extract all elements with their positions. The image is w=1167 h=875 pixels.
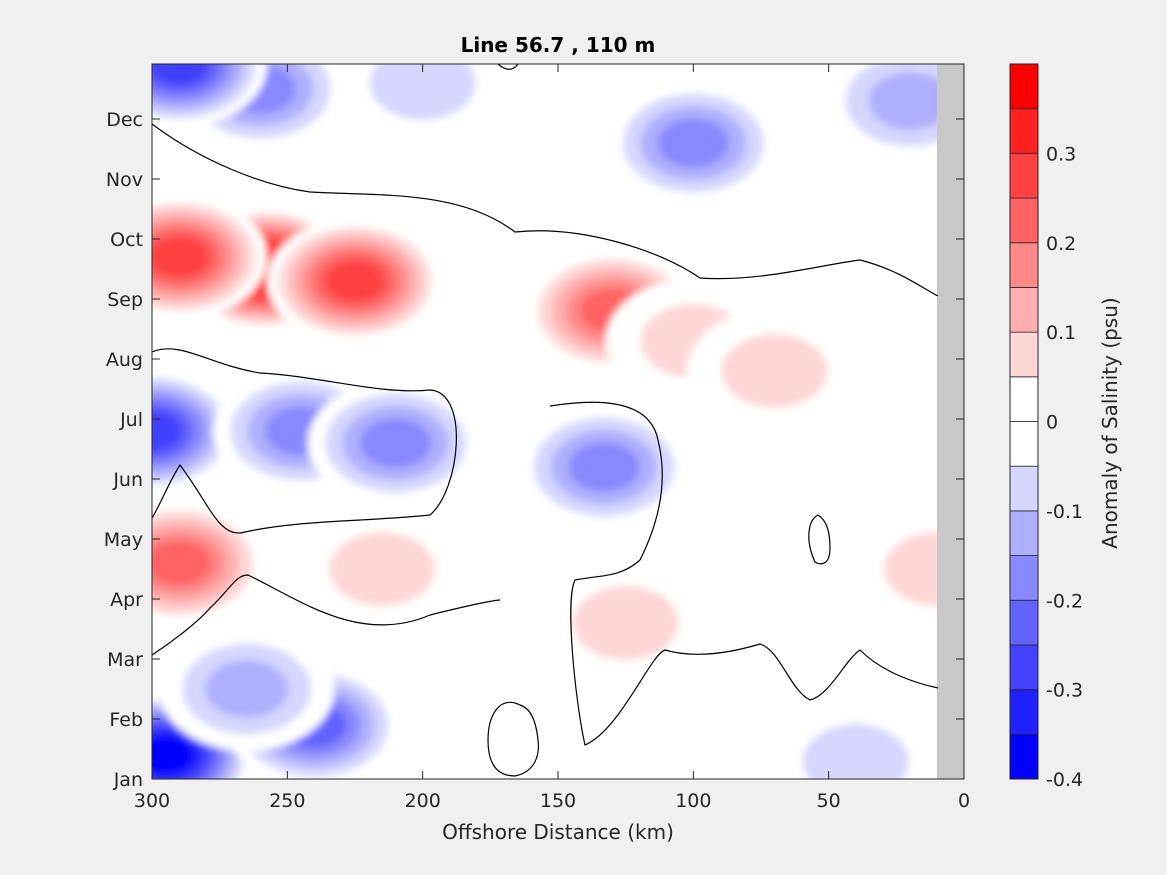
contour-band — [657, 118, 729, 168]
colorbar-band — [1009, 599, 1039, 646]
anomaly-feature — [686, 309, 863, 433]
contour-band — [152, 541, 212, 585]
plot-area — [152, 64, 964, 779]
colorbar-band — [1009, 510, 1039, 556]
colorbar-band — [1009, 689, 1039, 735]
x-axis: 300 250 200 150 100 50 0 — [134, 64, 970, 812]
contour-band — [568, 442, 640, 492]
zero-contour-middle — [549, 401, 939, 746]
masked-data-region — [936, 64, 964, 779]
y-tick-label: Mar — [107, 649, 143, 671]
y-tick-label: Jan — [113, 769, 143, 791]
x-tick-label: 0 — [958, 790, 970, 812]
colorbar-band — [1009, 197, 1039, 244]
x-tick-label: 100 — [675, 790, 711, 812]
colorbar-band — [1009, 555, 1039, 601]
anomaly-feature — [152, 195, 268, 319]
colorbar-band — [1009, 376, 1039, 422]
anomaly-feature — [152, 369, 240, 493]
x-axis-label: Offshore Distance (km) — [442, 820, 674, 844]
contour-band — [721, 334, 828, 408]
anomaly-feature — [821, 64, 964, 163]
colorbar-frame — [1009, 63, 1039, 780]
colorbar-tick-label: -0.2 — [1046, 590, 1083, 612]
colorbar-tick-label: 0 — [1046, 412, 1058, 434]
contour-band — [329, 532, 436, 606]
zero-contour-loop-b — [808, 514, 831, 565]
y-tick-label: Apr — [110, 589, 143, 611]
colorbar-band — [1009, 63, 1039, 110]
anomaly-feature — [516, 405, 693, 529]
anomaly-feature — [267, 219, 443, 343]
zero-contour-lines — [152, 64, 939, 777]
anomaly-feature — [334, 64, 511, 145]
contour-band — [360, 418, 432, 468]
colorbar-band — [1009, 465, 1039, 512]
y-tick-label: Dec — [106, 109, 143, 131]
zero-contour-loop-a — [487, 701, 540, 777]
anomaly-feature — [605, 81, 782, 205]
zero-contour-lower-warm — [152, 348, 457, 534]
colorbar-band — [1009, 644, 1039, 691]
x-tick-label: 50 — [817, 790, 841, 812]
x-tick-label: 250 — [269, 790, 305, 812]
anomaly-feature — [152, 64, 268, 127]
contour-band — [802, 724, 909, 779]
contour-band — [152, 410, 182, 452]
colorbar-band — [1009, 108, 1039, 154]
zero-contour-top-edge — [497, 64, 519, 70]
colorbar: -0.4 -0.3 -0.2 -0.1 0 0.1 0.2 0.3 — [1009, 63, 1083, 791]
contour-band — [325, 260, 385, 302]
x-tick-label: 300 — [134, 790, 170, 812]
y-tick-label: Aug — [106, 349, 143, 371]
colorbar-tick-label: -0.4 — [1046, 769, 1083, 791]
contour-band — [868, 72, 952, 130]
colorbar-band — [1009, 287, 1039, 333]
contour-band — [205, 660, 289, 718]
contour-band — [572, 586, 679, 660]
contour-band — [152, 736, 193, 774]
colorbar-band — [1009, 242, 1039, 288]
chart-title: Line 56.7 , 110 m — [461, 33, 656, 57]
y-tick-label: Jul — [119, 409, 143, 431]
colorbar-label: Anomaly of Salinity (psu) — [1098, 297, 1122, 548]
y-tick-label: Nov — [106, 169, 143, 191]
y-tick-label: Jun — [112, 469, 143, 491]
x-tick-label: 200 — [405, 790, 441, 812]
zero-contour-left-lower — [152, 574, 501, 656]
y-tick-label: May — [104, 529, 143, 551]
y-axis: Jan Feb Mar Apr May Jun Jul Aug Sep Oct Nov Dec — [104, 109, 964, 791]
y-tick-label: Sep — [107, 289, 143, 311]
colorbar-band — [1009, 733, 1039, 780]
anomaly-feature — [158, 627, 335, 751]
colorbar-tick-label: 0.1 — [1046, 322, 1076, 344]
y-tick-label: Feb — [109, 709, 143, 731]
colorbar-tick-label: 0.3 — [1046, 143, 1076, 165]
x-tick-label: 150 — [540, 790, 576, 812]
colorbar-tick-label: 0.2 — [1046, 233, 1076, 255]
colorbar-band — [1009, 152, 1039, 199]
contour-band — [369, 64, 476, 120]
y-tick-label: Oct — [110, 229, 143, 251]
contour-band — [152, 236, 209, 278]
colorbar-band — [1009, 421, 1039, 467]
anomaly-feature — [294, 507, 471, 631]
anomaly-feature — [767, 699, 944, 779]
colorbar-tick-label: -0.1 — [1046, 501, 1083, 523]
zero-contour-upper — [152, 123, 939, 297]
anomaly-feature — [537, 561, 714, 685]
colorbar-tick-label: -0.3 — [1046, 680, 1083, 702]
anomaly-feature — [307, 381, 484, 505]
contour-band — [152, 64, 209, 86]
colorbar-band — [1009, 331, 1039, 378]
